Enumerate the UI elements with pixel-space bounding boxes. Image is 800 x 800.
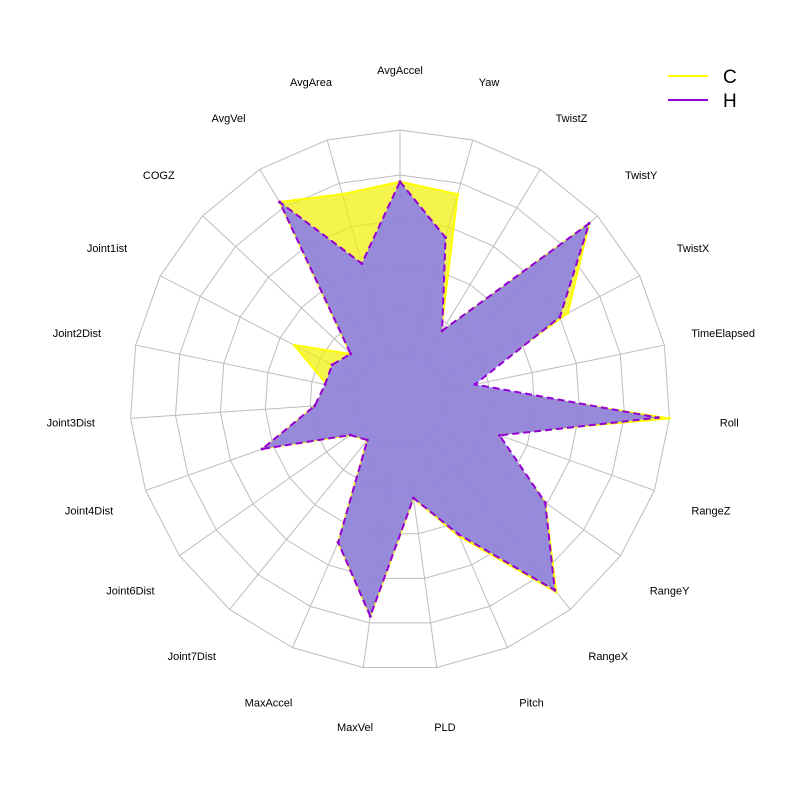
series-h-point <box>360 262 364 266</box>
grid-spoke-5 <box>443 344 665 392</box>
series-h-point <box>411 496 415 500</box>
axis-label: COGZ <box>143 170 175 182</box>
series-h-point <box>336 540 340 544</box>
legend: C H <box>668 67 737 112</box>
axis-label: MaxAccel <box>245 698 293 710</box>
grid-spoke-14 <box>229 434 372 610</box>
axis-label: TwistY <box>625 170 658 182</box>
radar-series <box>260 180 671 618</box>
series-c-point <box>292 343 296 347</box>
series-h-point <box>587 221 591 225</box>
series-h-point <box>313 404 317 408</box>
series-h-point <box>278 200 282 204</box>
axis-label: Joint7Dist <box>168 651 216 663</box>
axis-label: TwistZ <box>556 113 588 125</box>
series-h-point <box>260 447 264 451</box>
series-h-point <box>348 433 352 437</box>
axis-label: Joint3Dist <box>47 418 95 430</box>
series-h-point <box>656 416 660 420</box>
series-h-point <box>456 532 460 536</box>
series-h-point <box>543 501 547 505</box>
series-h-point <box>349 352 353 356</box>
grid-spoke-20 <box>202 215 368 370</box>
axis-label: Joint1ist <box>87 243 127 255</box>
axis-label: AvgVel <box>212 113 246 125</box>
axis-labels: AvgAccel Yaw TwistZ TwistY TwistX TimeElapsed… <box>47 65 755 734</box>
series-c-point <box>340 192 344 196</box>
series-h-point <box>473 382 477 386</box>
axis-label: Joint6Dist <box>106 585 154 597</box>
series-h-point <box>553 588 557 592</box>
axis-label: Yaw <box>479 77 500 89</box>
series-h-point <box>558 315 562 319</box>
grid-ring-5 <box>175 174 625 624</box>
axis-label: MaxVel <box>337 722 373 734</box>
axis-label: RangeX <box>588 651 628 663</box>
series-h-point <box>365 438 369 442</box>
axis-label: RangeY <box>650 585 690 597</box>
series-h-point <box>440 329 444 333</box>
axis-label: Pitch <box>519 698 543 710</box>
axis-label: Roll <box>720 418 739 430</box>
legend-label-c: C <box>723 67 737 88</box>
axis-label: TwistX <box>677 243 710 255</box>
axis-label: AvgArea <box>290 77 333 89</box>
axis-label: Joint4Dist <box>65 506 113 518</box>
series-h-area <box>261 180 660 618</box>
axis-label: TimeElapsed <box>691 328 755 340</box>
series-h-point <box>330 363 334 367</box>
axis-label: AvgAccel <box>377 65 423 77</box>
legend-label-h: H <box>723 91 737 112</box>
series-h-point <box>444 236 448 240</box>
series-c-point <box>566 311 570 315</box>
series-c-point <box>456 192 460 196</box>
series-h-point <box>323 382 327 386</box>
grid-ring-6 <box>130 129 670 668</box>
series-h-point <box>498 433 502 437</box>
axis-label: PLD <box>434 722 455 734</box>
series-h-point <box>398 180 402 184</box>
grid-spoke-18 <box>135 344 357 392</box>
axis-label: RangeZ <box>691 506 730 518</box>
grid-spoke-15 <box>179 425 364 557</box>
series-h-point <box>368 614 372 618</box>
series-c-point <box>667 416 671 420</box>
axis-label: Joint2Dist <box>53 328 101 340</box>
